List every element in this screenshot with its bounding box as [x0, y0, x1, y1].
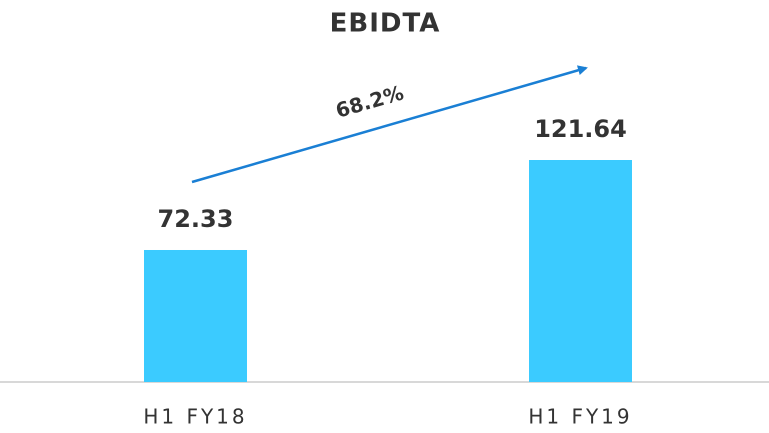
x-tick-label: H1 FY18 [143, 405, 247, 429]
value-label: 72.33 [158, 205, 234, 233]
growth-arrow [191, 65, 588, 184]
x-tick-label: H1 FY19 [528, 405, 632, 429]
value-label: 121.64 [534, 115, 627, 143]
bar [144, 249, 247, 382]
bar [529, 160, 632, 382]
chart-title: EBIDTA [330, 9, 441, 39]
growth-label: 68.2% [333, 80, 406, 122]
